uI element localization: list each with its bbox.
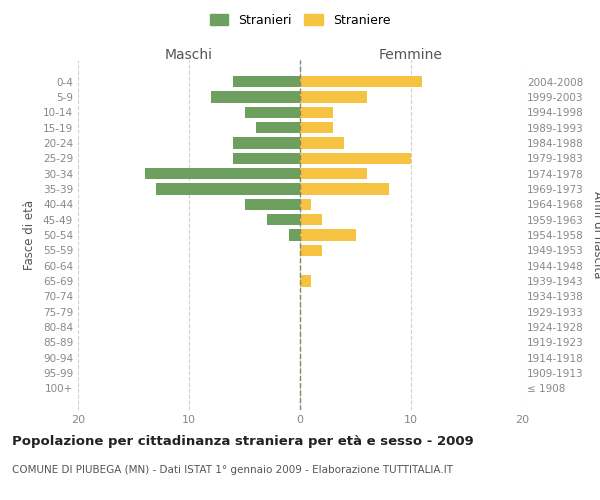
- Bar: [300, 244, 322, 256]
- Text: Maschi: Maschi: [165, 48, 213, 62]
- Bar: [300, 137, 344, 148]
- Bar: [267, 214, 300, 226]
- Bar: [300, 168, 367, 179]
- Bar: [300, 76, 422, 88]
- Bar: [300, 106, 334, 118]
- Bar: [300, 276, 311, 287]
- Bar: [300, 122, 334, 134]
- Bar: [289, 229, 300, 241]
- Text: COMUNE DI PIUBEGA (MN) - Dati ISTAT 1° gennaio 2009 - Elaborazione TUTTITALIA.IT: COMUNE DI PIUBEGA (MN) - Dati ISTAT 1° g…: [12, 465, 453, 475]
- Bar: [300, 214, 322, 226]
- Y-axis label: Anni di nascita: Anni di nascita: [590, 192, 600, 278]
- Text: Femmine: Femmine: [379, 48, 443, 62]
- Bar: [300, 152, 411, 164]
- Bar: [233, 152, 300, 164]
- Legend: Stranieri, Straniere: Stranieri, Straniere: [205, 8, 395, 32]
- Text: Popolazione per cittadinanza straniera per età e sesso - 2009: Popolazione per cittadinanza straniera p…: [12, 435, 474, 448]
- Y-axis label: Fasce di età: Fasce di età: [23, 200, 36, 270]
- Bar: [156, 183, 300, 194]
- Bar: [233, 137, 300, 148]
- Bar: [233, 76, 300, 88]
- Bar: [300, 183, 389, 194]
- Bar: [256, 122, 300, 134]
- Bar: [300, 229, 356, 241]
- Bar: [211, 91, 300, 102]
- Bar: [245, 198, 300, 210]
- Bar: [245, 106, 300, 118]
- Bar: [300, 91, 367, 102]
- Bar: [145, 168, 300, 179]
- Bar: [300, 198, 311, 210]
